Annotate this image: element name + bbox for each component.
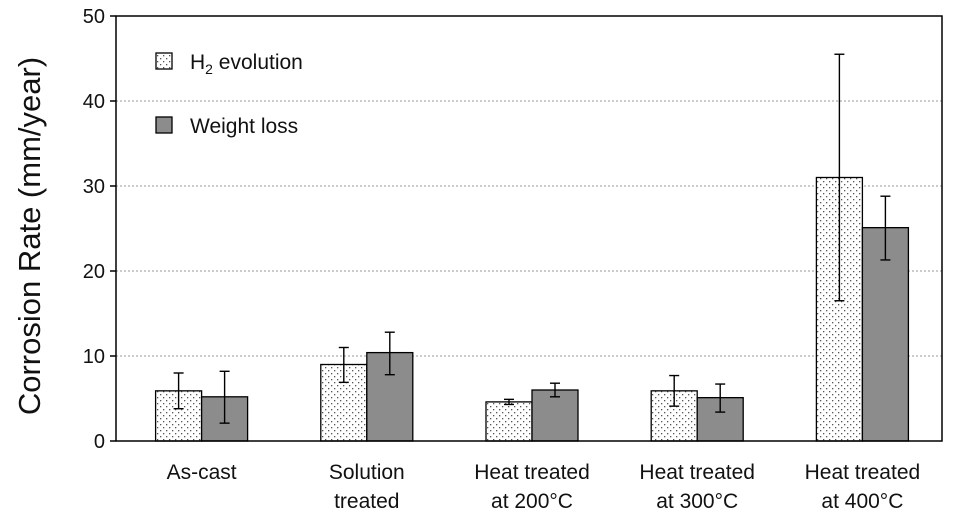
x-tick-label: As-cast — [167, 461, 237, 484]
y-tick-label: 50 — [83, 6, 105, 28]
x-tick-label: at 300°C — [656, 490, 738, 513]
x-tick-label: at 400°C — [821, 490, 903, 513]
y-tick-label: 20 — [83, 261, 105, 283]
bars — [154, 176, 910, 442]
bar-weight-loss — [861, 226, 910, 442]
x-tick-label: Heat treated — [474, 461, 590, 484]
y-axis-label: Corrosion Rate (mm/year) — [12, 57, 47, 415]
x-tick-label: Heat treated — [805, 461, 921, 484]
x-tick-label: Solution — [329, 461, 405, 484]
y-tick-label: 40 — [83, 91, 105, 113]
y-tick-label: 10 — [83, 346, 105, 368]
y-tick-labels: 0 10 20 30 40 50 — [83, 6, 105, 453]
gridlines — [116, 100, 942, 357]
error-bars — [173, 53, 891, 424]
y-tick-label: 0 — [94, 431, 105, 453]
x-category-labels: As-cast Solution treated Heat treated at 200… — [167, 461, 921, 513]
legend-label: H2 evolution — [190, 51, 303, 77]
bar-h2-evolution — [485, 401, 533, 442]
legend-swatch-h2-evolution — [155, 52, 173, 70]
legend: H2 evolution Weight loss — [155, 51, 303, 138]
legend-swatch-weight-loss — [155, 116, 173, 134]
plot-frame — [115, 15, 943, 442]
x-tick-label: Heat treated — [639, 461, 755, 484]
legend-label: Weight loss — [190, 115, 298, 138]
y-tick-label: 30 — [83, 176, 105, 198]
axes — [110, 15, 943, 442]
bar-weight-loss — [531, 389, 579, 442]
x-tick-label: at 200°C — [491, 490, 573, 513]
x-tick-label: treated — [334, 490, 399, 513]
